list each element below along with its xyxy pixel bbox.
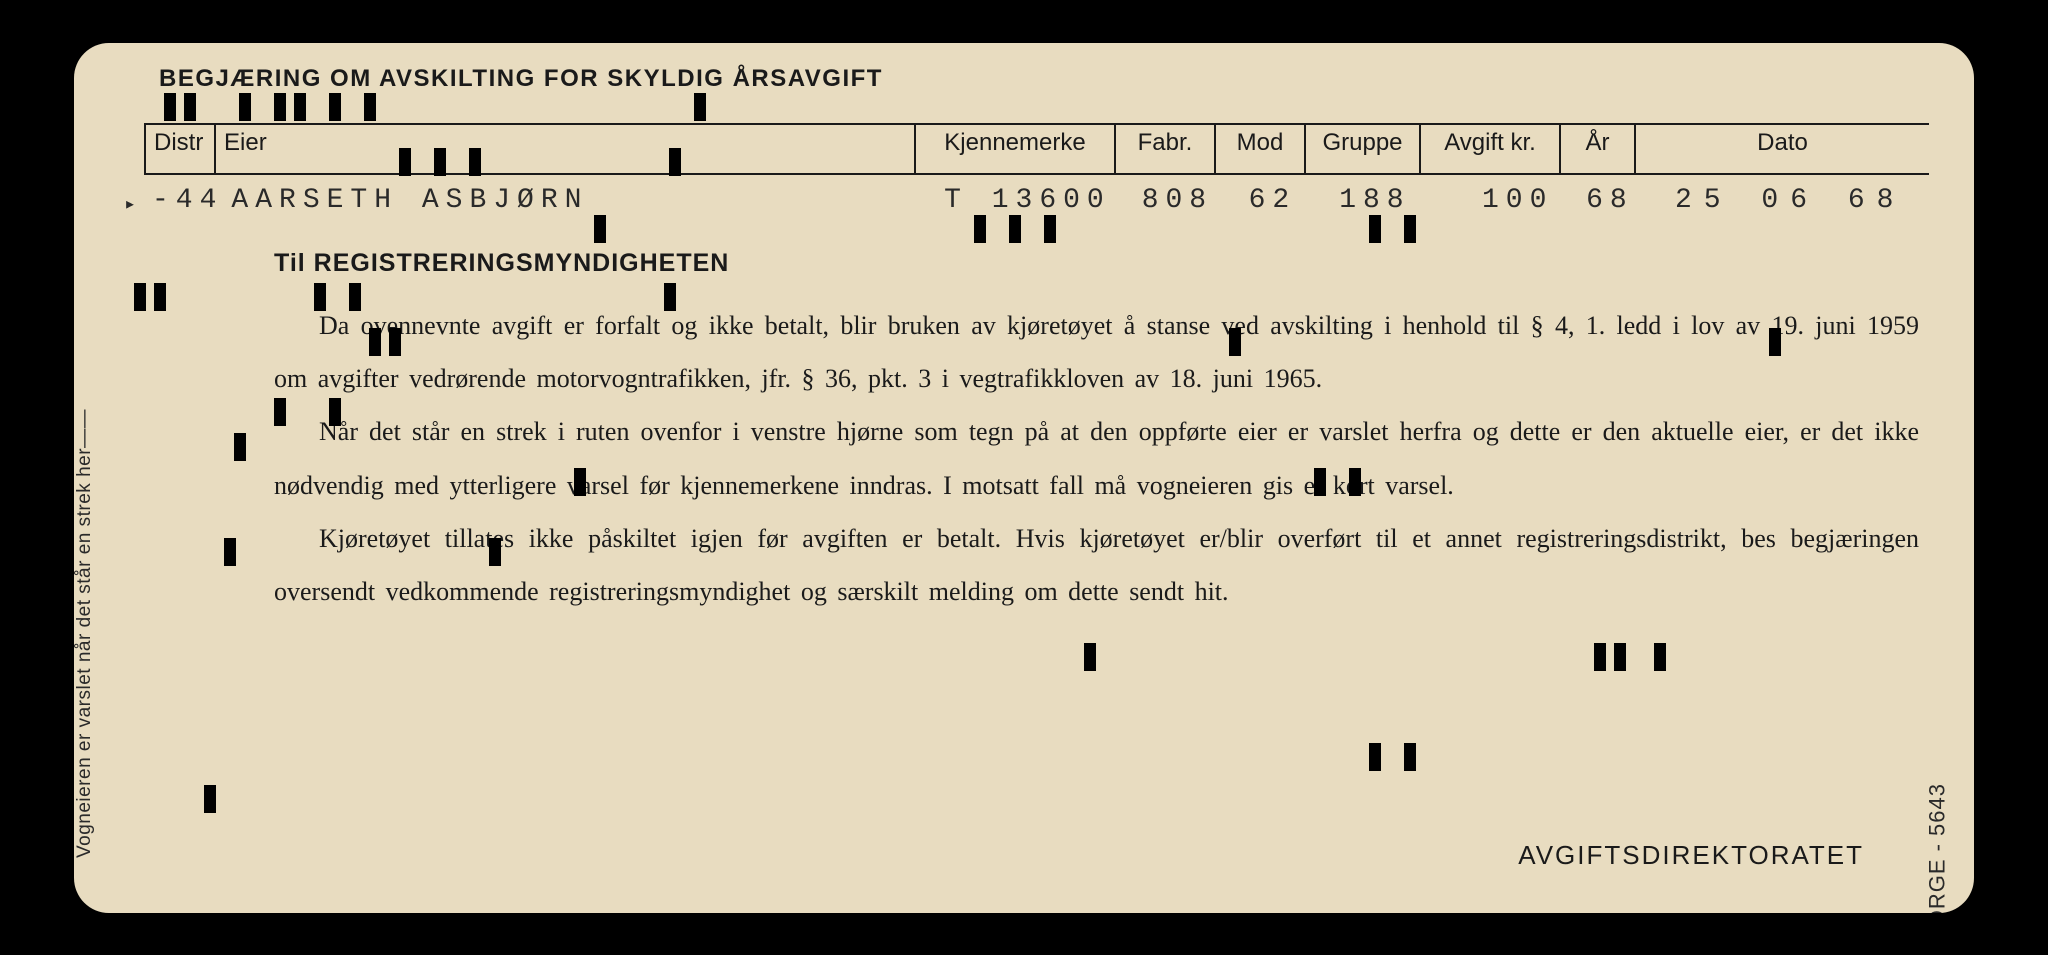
body-heading: Til REGISTRERINGSMYNDIGHETEN [274,238,1919,289]
col-kjennemerke-header: Kjennemerke [914,125,1114,175]
punch-hole [234,433,246,461]
punch-hole [1654,643,1666,671]
punch-hole [184,93,196,121]
val-mod: 62 [1223,181,1313,221]
table-header-row: Distr Eier Kjennemerke Fabr. Mod Gruppe … [144,125,1929,175]
punch-hole [294,93,306,121]
col-gruppe-header: Gruppe [1304,125,1419,175]
val-kjennemerke: T 13600 [923,181,1123,221]
punch-card: BEGJÆRING OM AVSKILTING FOR SKYLDIG ÅRSA… [74,43,1974,913]
right-margin-text: IBM NORGE - 5643 [1924,783,1950,913]
val-dato: 25 06 68 [1643,181,1929,221]
col-eier-header: Eier [214,125,914,175]
punch-hole [134,283,146,311]
col-avgift-header: Avgift kr. [1419,125,1559,175]
paragraph-3: Kjøretøyet tillates ikke påskiltet igjen… [274,512,1919,619]
punch-hole [364,93,376,121]
punch-hole [1614,643,1626,671]
col-ar-header: År [1559,125,1634,175]
punch-hole [1084,643,1096,671]
col-mod-header: Mod [1214,125,1304,175]
punch-hole [204,785,216,813]
val-fabr: 808 [1123,181,1223,221]
punch-hole [224,538,236,566]
arrow-marker: ▸ [124,191,136,217]
col-fabr-header: Fabr. [1114,125,1214,175]
card-title: BEGJÆRING OM AVSKILTING FOR SKYLDIG ÅRSA… [159,65,883,93]
punch-hole [329,93,341,121]
body-text-block: Til REGISTRERINGSMYNDIGHETEN Da ovennevn… [274,238,1919,619]
paragraph-1: Da ovennevnte avgift er forfalt og ikke … [274,299,1919,406]
punch-hole [1404,743,1416,771]
val-eier: AARSETH ASBJØRN [223,181,923,221]
punch-hole [1369,743,1381,771]
col-distr-header: Distr [144,125,214,175]
val-avgift: 100 [1428,181,1568,221]
val-ar: 68 [1568,181,1643,221]
punch-hole [239,93,251,121]
punch-hole [274,93,286,121]
val-gruppe: 188 [1313,181,1428,221]
col-dato-header: Dato [1634,125,1929,175]
punch-hole [154,283,166,311]
punch-hole [1594,643,1606,671]
signature-line: AVGIFTSDIREKTORATET [1518,840,1864,871]
punch-hole [164,93,176,121]
punch-hole [694,93,706,121]
val-distr: -44 [144,181,223,221]
table-data-row: -44 AARSETH ASBJØRN T 13600 808 62 188 1… [144,181,1929,221]
paragraph-2: Når det står en strek i ruten ovenfor i … [274,405,1919,512]
left-margin-text: Vogneieren er varslet når det står en st… [74,408,96,857]
